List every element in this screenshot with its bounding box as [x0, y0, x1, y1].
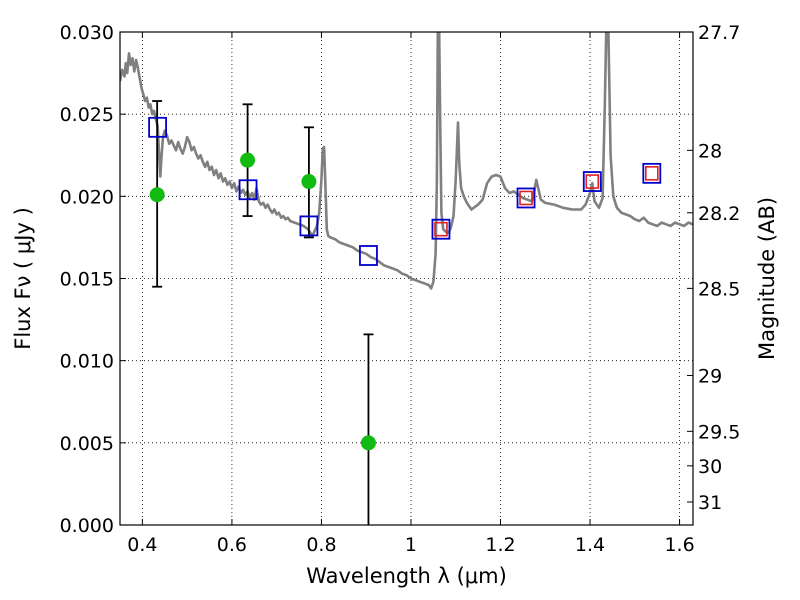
y-axis-label: Flux Fν ( μJy ): [11, 207, 35, 350]
grid-lines: [120, 32, 693, 525]
y2-tick-label: 28.2: [698, 203, 740, 225]
y2-axis-label: Magnitude (AB): [755, 197, 779, 360]
y-tick-label: 0.030: [60, 22, 114, 44]
observed-point: [149, 187, 165, 203]
y2-tick-label: 29: [698, 365, 722, 387]
plot-area: [120, 32, 693, 525]
x-axis-label: Wavelength λ (μm): [306, 564, 507, 588]
y-tick-label: 0.015: [60, 269, 114, 291]
model-point-red-square: [434, 221, 448, 237]
y-tick-label: 0.010: [60, 351, 114, 373]
y-tick-label: 0.000: [60, 515, 114, 537]
model-point-red-square: [645, 166, 659, 181]
y2-tick-label: 30: [698, 456, 722, 478]
x-tick-label: 0.4: [127, 534, 157, 556]
model-point-blue-square: [148, 116, 168, 138]
observed-point: [360, 435, 376, 451]
model-point-blue-square: [642, 162, 662, 184]
model-point-blue-square: [431, 218, 451, 240]
y-tick-label: 0.005: [60, 433, 114, 455]
model-point-blue-square: [582, 171, 602, 192]
model-point-blue-square: [359, 245, 378, 266]
y2-tick-label: 29.5: [698, 421, 740, 443]
y-tick-label: 0.020: [60, 186, 114, 208]
x-tick-label: 0.6: [217, 534, 247, 556]
y2-tick-label: 31: [698, 492, 722, 514]
axis-ticks: 0.4 0.6 0.8 1 1.2 1.4 1.6 0.000 0.005 0.010 0.015 0…: [60, 22, 741, 556]
model-point-red-square: [585, 174, 600, 189]
x-tick-label: 1.6: [664, 534, 694, 556]
plot-frame: [119, 31, 694, 526]
y2-tick-label: 27.7: [698, 22, 740, 44]
x-tick-label: 1: [405, 534, 417, 556]
model-point-red-square: [519, 190, 533, 206]
observed-point: [240, 152, 256, 168]
x-tick-label: 1.2: [485, 534, 515, 556]
y-tick-label: 0.025: [60, 104, 114, 126]
spectrum-line: [120, 32, 693, 290]
y2-tick-label: 28: [698, 140, 722, 162]
observed-point: [301, 174, 317, 190]
y2-tick-label: 28.5: [698, 278, 740, 300]
model-point-blue-square: [516, 187, 536, 209]
model-point-blue-square: [299, 215, 319, 237]
x-tick-label: 1.4: [575, 534, 605, 556]
model-point-blue-square: [238, 179, 258, 201]
x-tick-label: 0.8: [306, 534, 336, 556]
